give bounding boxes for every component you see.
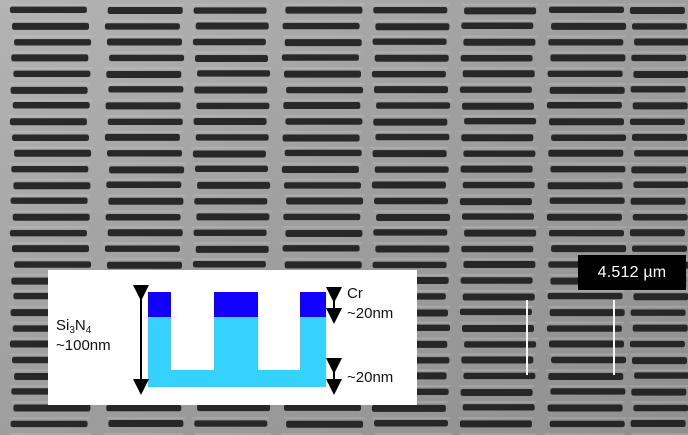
cross-section-diagram xyxy=(133,285,342,395)
cr-layer-center xyxy=(214,292,258,317)
cross-section-inset: Si3N4 ~100nm Cr ~20nm ~20nm xyxy=(48,270,417,405)
scale-bar-label: 4.512 µm xyxy=(578,255,686,290)
bottom-thickness-label: ~20nm xyxy=(347,369,394,386)
si3n4-label: Si3N4 xyxy=(56,317,92,336)
cr-layer-left xyxy=(148,292,171,317)
cr-thickness-label: ~20nm xyxy=(347,305,394,322)
cr-layer-right xyxy=(300,292,326,317)
si3n4-thickness-label: ~100nm xyxy=(56,337,111,354)
cr-label: Cr xyxy=(347,285,363,302)
si3n4-profile xyxy=(148,317,326,387)
